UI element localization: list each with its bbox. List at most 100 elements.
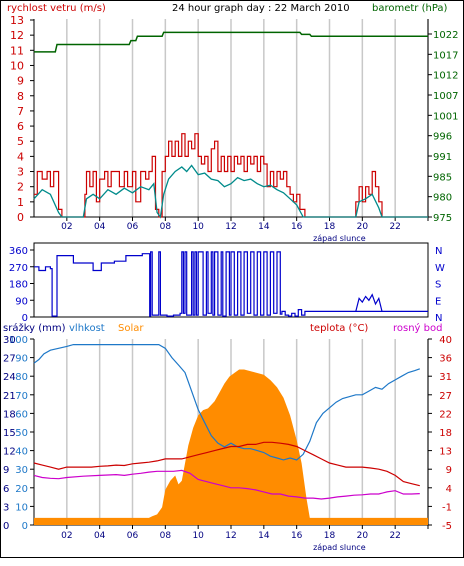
wind-tick-label: 10 — [10, 59, 24, 72]
rain-tick-label: 0 — [3, 521, 9, 532]
wind-tick-label: 5 — [17, 135, 24, 148]
panel3-hour-label: 06 — [127, 531, 139, 541]
barometer-series — [34, 31, 428, 53]
wind-tick-label: 6 — [17, 120, 24, 133]
temperature-tick-label: 9 — [446, 465, 452, 476]
wind-tick-label: 13 — [10, 14, 24, 27]
wind-tick-label: 0 — [17, 211, 24, 224]
panel1-hour-label: 22 — [389, 222, 400, 232]
wind-tick-label: 12 — [10, 29, 24, 42]
temperature-tick-label: 13 — [439, 447, 452, 458]
humidity-tick-label: 90 — [15, 354, 28, 365]
panel1-hour-label: 18 — [324, 222, 336, 232]
panel3-hour-label: 16 — [291, 531, 303, 541]
panel1-hour-label: 04 — [94, 222, 106, 232]
direction-tick-label: 180 — [9, 280, 28, 291]
wind-tick-label: 4 — [17, 150, 24, 163]
wind-tick-label: 7 — [17, 105, 24, 118]
temperature-axis-title: teplota (°C) — [310, 323, 368, 334]
humidity-tick-label: 10 — [15, 502, 28, 513]
barometer-tick-label: 996 — [433, 132, 452, 143]
rain-tick-label: 21 — [3, 391, 16, 402]
rain-tick-label: 18 — [3, 409, 16, 420]
wind-tick-label: 11 — [10, 44, 24, 57]
temperature-series — [33, 441, 420, 487]
rain-tick-label: 27 — [3, 354, 16, 365]
humidity-axis-title: vlhkost — [69, 323, 105, 334]
panel1-hour-label: 06 — [127, 222, 139, 232]
temperature-tick-label: -1 — [442, 502, 452, 513]
barometer-tick-label: 1001 — [433, 111, 458, 122]
compass-tick-label: E — [435, 296, 441, 307]
rain-tick-label: 6 — [3, 484, 9, 495]
wind-barometer-panel: 02 04 06 08 10 12 14 16 18 20 22012345678910111213… — [10, 14, 458, 243]
panel3-hour-label: 02 — [61, 531, 72, 541]
chart-title: 24 hour graph day : 22 March 2010 — [172, 3, 350, 14]
rain-tick-label: 30 — [3, 335, 16, 346]
panel3-hour-label: 10 — [192, 531, 204, 541]
compass-tick-label: N — [435, 246, 442, 257]
humidity-tick-label: 100 — [9, 335, 28, 346]
barometer-tick-label: 1012 — [433, 71, 458, 82]
wind-direction-evening-series — [355, 293, 383, 312]
panel1-hour-label: 20 — [357, 222, 369, 232]
humidity-tick-label: 80 — [15, 372, 28, 383]
humidity-tick-label: 30 — [15, 465, 28, 476]
direction-tick-label: 90 — [15, 296, 28, 307]
panel2-frame — [33, 242, 429, 318]
panel3-hour-label: 18 — [324, 531, 336, 541]
barometer-tick-label: 1017 — [433, 50, 458, 61]
rain-tick-label: 12 — [3, 447, 16, 458]
compass-tick-label: W — [435, 263, 445, 274]
solar-axis-title: Solar — [118, 323, 144, 334]
rain-tick-label: 3 — [3, 502, 9, 513]
dewpoint-axis-title: rosný bod — [393, 322, 442, 334]
temperature-tick-label: -5 — [442, 521, 452, 532]
temperature-tick-label: 22 — [439, 409, 452, 420]
humidity-tick-label: 70 — [15, 391, 28, 402]
temperature-tick-label: 18 — [439, 428, 452, 439]
humidity-series — [33, 344, 421, 461]
barometer-tick-label: 985 — [433, 172, 452, 183]
wind-tick-label: 3 — [17, 166, 24, 179]
solar-area — [34, 369, 428, 525]
humidity-tick-label: 40 — [15, 447, 28, 458]
panel3-hour-label: 20 — [357, 531, 369, 541]
wind-direction-series — [34, 251, 428, 317]
panel3-hour-label: 04 — [94, 531, 106, 541]
barometer-tick-label: 1022 — [433, 30, 458, 41]
rain-tick-label: 15 — [3, 428, 16, 439]
rain-tick-label: 24 — [3, 372, 16, 383]
direction-tick-label: 360 — [9, 246, 28, 257]
panel1-hour-label: 10 — [192, 222, 204, 232]
panel1-hour-label: 16 — [291, 222, 303, 232]
barometer-tick-label: 991 — [433, 152, 452, 163]
barometer-tick-label: 1007 — [433, 91, 458, 102]
panel1-sunset-label: západ slunce — [313, 234, 366, 243]
humidity-tick-label: 20 — [15, 484, 28, 495]
wind-average-series — [33, 164, 428, 219]
wind-tick-label: 1 — [17, 196, 24, 209]
temperature-tick-label: 40 — [439, 335, 452, 346]
compass-tick-label: N — [435, 313, 442, 324]
rain-tick-label: 9 — [3, 465, 9, 476]
panel3-hour-label: 08 — [160, 531, 172, 541]
wind-axis-title: rychlost vetru (m/s) — [7, 3, 106, 14]
temp-humidity-solar-panel: 02 04 06 08 10 12 14 16 18 20 22010203040506070809… — [3, 335, 452, 552]
panel1-hour-label: 08 — [160, 222, 172, 232]
dewpoint-series — [33, 469, 420, 500]
wind-tick-label: 2 — [17, 181, 24, 194]
compass-tick-label: S — [435, 280, 441, 291]
weather-chart: rychlost vetru (m/s) 24 hour graph day :… — [3, 3, 458, 552]
direction-tick-label: 270 — [9, 263, 28, 274]
direction-tick-label: 0 — [22, 313, 28, 324]
wind-tick-label: 8 — [17, 90, 24, 103]
wind-gust-series — [34, 133, 428, 218]
humidity-tick-label: 60 — [15, 409, 28, 420]
barometer-tick-label: 975 — [433, 213, 452, 224]
panel1-hour-label: 02 — [61, 222, 72, 232]
panel1-hour-label: 14 — [258, 222, 270, 232]
panel1-hour-label: 12 — [225, 222, 236, 232]
